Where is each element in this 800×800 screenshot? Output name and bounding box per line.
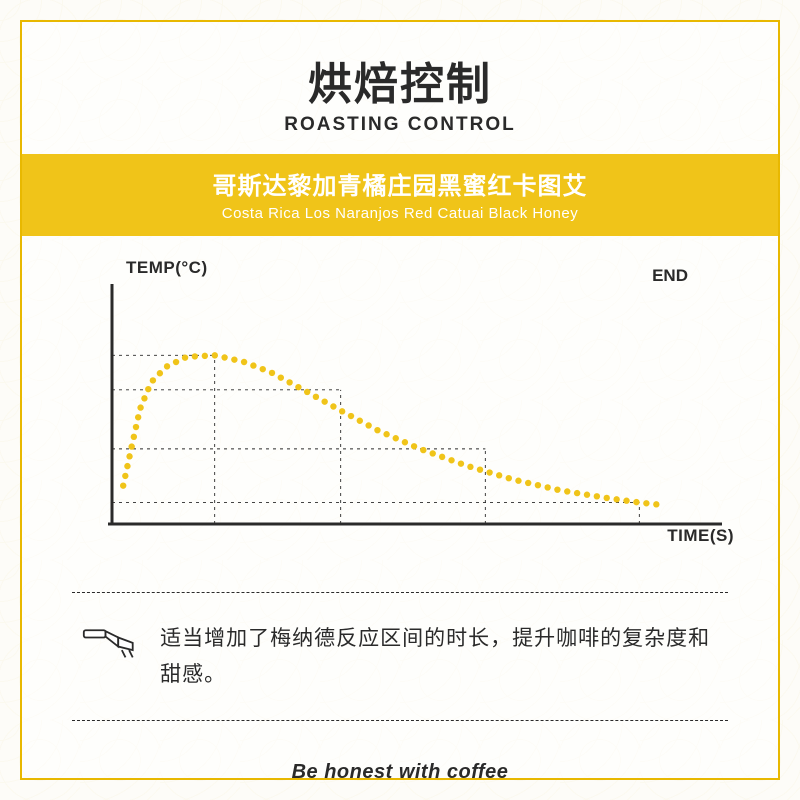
y-axis-label: TEMP(°C) [126,258,208,278]
note-row: 适当增加了梅纳德反应区间的时长，提升咖啡的复杂度和甜感。 [82,621,718,692]
end-label: END [652,266,688,286]
x-axis-label: TIME(S) [667,526,734,546]
divider-2 [72,720,728,721]
divider [72,592,728,593]
product-name-chinese: 哥斯达黎加青橘庄园黑蜜红卡图艾 [22,166,778,201]
title-chinese: 烘焙控制 [22,48,778,112]
roast-chart: TEMP(°C) END TIME(S) [72,264,728,564]
title-english: ROASTING CONTROL [22,114,778,136]
title-block: 烘焙控制 ROASTING CONTROL [22,22,778,136]
content-frame: 烘焙控制 ROASTING CONTROL 哥斯达黎加青橘庄园黑蜜红卡图艾 Co… [20,20,780,780]
product-name-english: Costa Rica Los Naranjos Red Catuai Black… [22,205,778,222]
portafilter-icon [82,621,138,663]
product-band: 哥斯达黎加青橘庄园黑蜜红卡图艾 Costa Rica Los Naranjos … [22,154,778,236]
tagline: Be honest with coffee [22,761,778,784]
chart-svg [72,264,732,564]
note-text: 适当增加了梅纳德反应区间的时长，提升咖啡的复杂度和甜感。 [160,621,718,692]
